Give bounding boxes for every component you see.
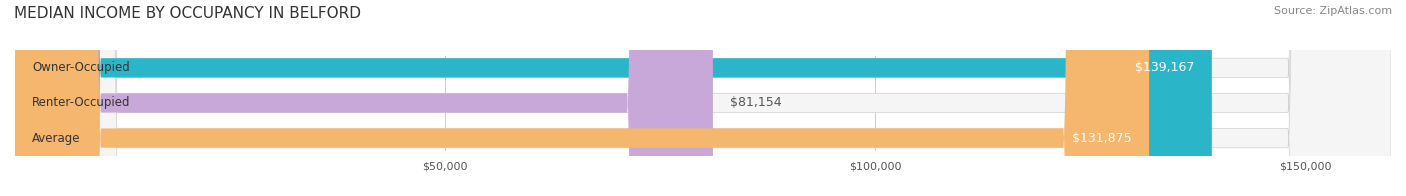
FancyBboxPatch shape [15, 0, 1212, 196]
Text: Owner-Occupied: Owner-Occupied [32, 61, 129, 74]
Text: $131,875: $131,875 [1073, 132, 1132, 145]
Text: Renter-Occupied: Renter-Occupied [32, 96, 131, 109]
FancyBboxPatch shape [15, 0, 1149, 196]
Text: $81,154: $81,154 [730, 96, 782, 109]
FancyBboxPatch shape [15, 0, 1391, 196]
FancyBboxPatch shape [15, 0, 713, 196]
FancyBboxPatch shape [15, 0, 1391, 196]
Text: $139,167: $139,167 [1135, 61, 1195, 74]
Text: Average: Average [32, 132, 80, 145]
FancyBboxPatch shape [15, 0, 1391, 196]
Text: MEDIAN INCOME BY OCCUPANCY IN BELFORD: MEDIAN INCOME BY OCCUPANCY IN BELFORD [14, 6, 361, 21]
Text: Source: ZipAtlas.com: Source: ZipAtlas.com [1274, 6, 1392, 16]
